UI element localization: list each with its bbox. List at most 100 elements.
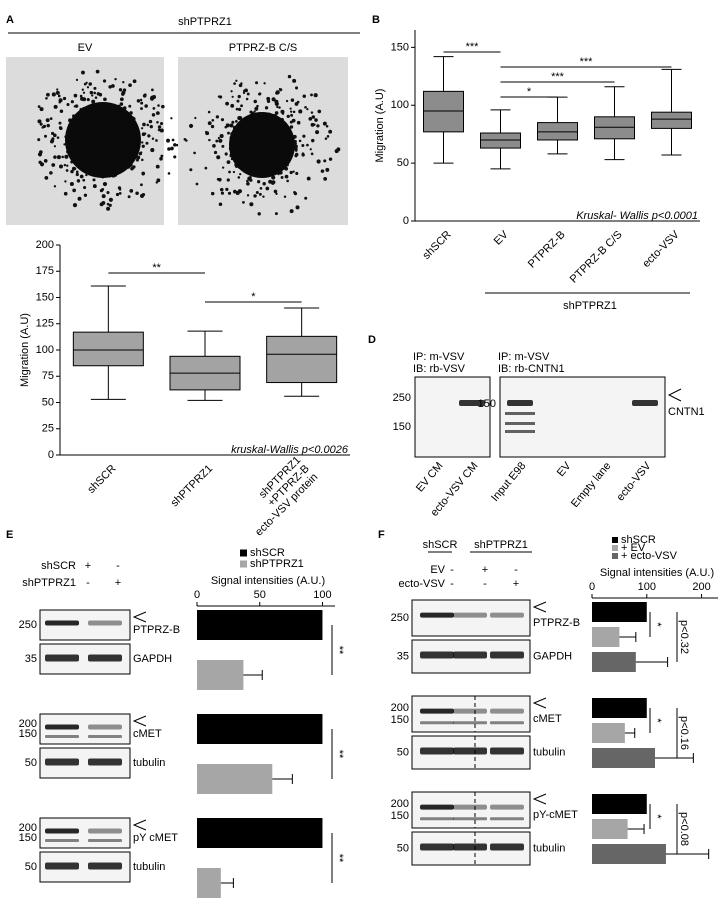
cell <box>91 99 96 104</box>
cell <box>83 186 87 190</box>
cell <box>242 91 246 95</box>
band <box>88 735 122 738</box>
cell <box>129 189 134 193</box>
condition-sign: - <box>483 578 487 590</box>
whisker-low <box>284 382 320 397</box>
condition-label: shSCR <box>41 560 76 572</box>
cell <box>216 155 221 160</box>
cell <box>194 116 197 120</box>
size-marker: 200 <box>391 798 409 810</box>
panel-letter: A <box>6 14 14 26</box>
cell <box>140 151 143 154</box>
cell <box>155 111 160 115</box>
cell <box>244 88 248 93</box>
cell <box>151 137 155 140</box>
whisker-low <box>90 365 126 400</box>
cell <box>213 150 218 155</box>
band <box>88 839 122 842</box>
cell <box>63 163 67 167</box>
cell <box>310 93 313 97</box>
x-tick-label: 50 <box>254 589 266 601</box>
cell <box>289 107 292 110</box>
cell <box>92 178 96 182</box>
y-tick-label: 125 <box>36 318 54 330</box>
cell <box>108 85 112 89</box>
group-label: shSCR <box>423 539 458 551</box>
cell <box>273 189 278 194</box>
cell <box>226 178 230 182</box>
cell <box>74 104 79 108</box>
cell <box>37 119 42 124</box>
cell <box>102 181 108 187</box>
significance-group: ** <box>333 750 345 759</box>
significance-group: * <box>651 814 663 819</box>
band <box>88 724 122 730</box>
cell <box>72 188 77 193</box>
band <box>420 804 454 810</box>
cell <box>141 141 144 144</box>
whisker-low <box>661 128 682 156</box>
condition-sign: - <box>514 564 518 576</box>
cell <box>49 171 53 175</box>
y-tick-label: 200 <box>36 239 54 251</box>
cell <box>230 103 235 108</box>
cell <box>147 134 151 138</box>
error-bar <box>220 878 234 888</box>
cell <box>258 92 262 96</box>
legend-label: + EV <box>621 542 646 554</box>
cell <box>295 86 299 90</box>
significance: * <box>527 86 532 98</box>
cell <box>228 170 231 174</box>
legend-label: shSCR <box>621 534 656 546</box>
spheroid <box>65 102 141 178</box>
cell <box>290 98 295 102</box>
note: Kruskal- Wallis p<0.0001 <box>576 210 698 222</box>
cell <box>262 195 265 198</box>
cell <box>45 97 48 100</box>
significance: * <box>251 291 256 303</box>
cell <box>311 138 315 143</box>
cell <box>159 128 164 133</box>
cell <box>266 99 271 103</box>
cell <box>70 169 74 174</box>
condition-sign: - <box>86 577 90 589</box>
cell <box>229 123 234 128</box>
cell <box>238 107 242 111</box>
cell <box>285 99 289 103</box>
error-bar <box>627 824 645 834</box>
cell <box>141 144 145 148</box>
cell <box>161 104 165 109</box>
cell <box>242 201 245 204</box>
bar <box>592 602 647 622</box>
y-axis-title: Migration (A.U) <box>374 89 386 163</box>
x-tick-label: PTPRZ-B C/S <box>568 229 625 286</box>
spheroid <box>229 112 295 178</box>
error-bar <box>619 632 637 642</box>
cell <box>159 157 163 161</box>
cell <box>246 92 250 96</box>
bar <box>592 723 625 743</box>
cell <box>46 123 50 128</box>
cell <box>271 97 276 102</box>
x-tick-label: EV <box>492 228 511 247</box>
cell <box>140 183 143 187</box>
cell <box>304 196 308 200</box>
condition-label: shPTPRZ1 <box>22 577 76 589</box>
cell <box>170 146 174 151</box>
y-tick-label: 50 <box>397 157 409 169</box>
ip-label: IP: m-VSV <box>498 351 550 363</box>
cell <box>246 181 250 186</box>
condition-label: ecto-VSV <box>399 578 446 590</box>
panel-letter: B <box>372 14 380 26</box>
cell <box>256 104 259 108</box>
cell <box>219 95 223 99</box>
x-axis-title: Signal intensities (A.U.) <box>211 575 325 587</box>
whisker-low <box>547 139 568 155</box>
x-tick-label-group: ecto-VSV <box>640 228 682 270</box>
cell <box>76 173 79 176</box>
arrowhead <box>132 819 147 831</box>
y-tick-label: 0 <box>403 215 409 227</box>
cell <box>289 120 293 124</box>
x-tick-label-group: PTPRZ-B C/S <box>568 229 625 286</box>
cell <box>310 111 314 114</box>
